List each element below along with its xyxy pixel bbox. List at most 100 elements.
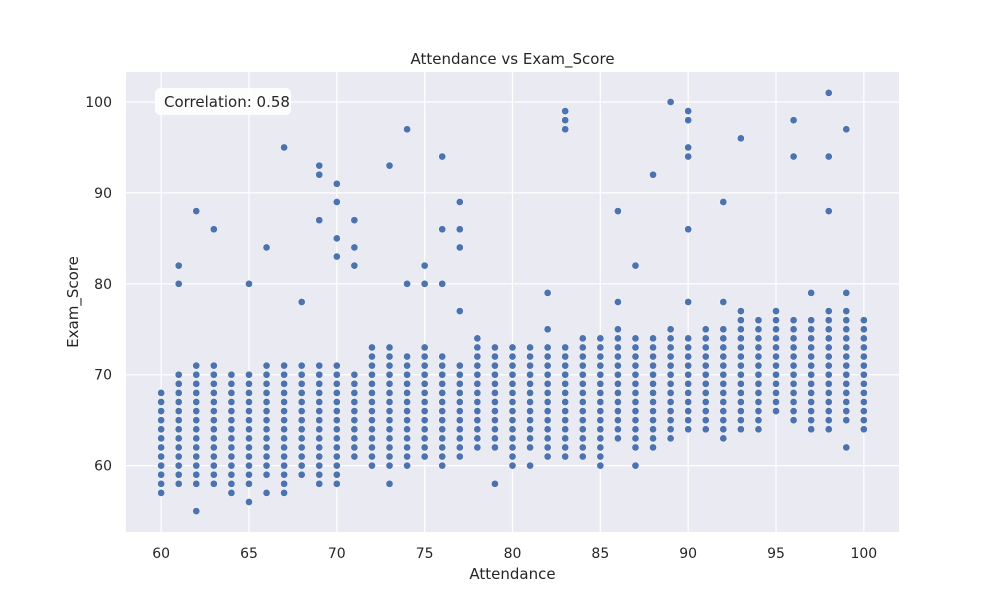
data-point bbox=[666, 361, 675, 370]
data-point bbox=[649, 443, 657, 452]
data-point bbox=[614, 379, 622, 388]
data-point bbox=[473, 425, 482, 434]
data-point bbox=[754, 389, 763, 397]
data-point bbox=[157, 398, 165, 406]
x-tick-label: 75 bbox=[416, 546, 434, 562]
data-point bbox=[403, 389, 411, 397]
data-point bbox=[737, 352, 745, 361]
data-point bbox=[666, 416, 675, 425]
data-point bbox=[842, 379, 851, 388]
data-point bbox=[420, 389, 429, 397]
data-point bbox=[649, 352, 657, 361]
data-point bbox=[473, 361, 482, 370]
data-point bbox=[438, 425, 447, 434]
data-point bbox=[280, 479, 288, 488]
data-point bbox=[245, 452, 253, 461]
data-point bbox=[385, 352, 394, 361]
data-point bbox=[262, 379, 271, 388]
data-point bbox=[842, 361, 851, 370]
data-point bbox=[860, 379, 868, 388]
data-point bbox=[315, 170, 324, 179]
data-point bbox=[561, 407, 570, 415]
data-point bbox=[754, 398, 763, 406]
data-point bbox=[772, 407, 780, 415]
data-point bbox=[842, 398, 851, 406]
data-point bbox=[596, 407, 605, 415]
y-tick-label: 80 bbox=[94, 277, 112, 293]
x-tick-label: 65 bbox=[240, 546, 258, 562]
data-point bbox=[842, 125, 851, 134]
data-point bbox=[297, 379, 306, 388]
data-point bbox=[157, 389, 165, 397]
data-point bbox=[543, 379, 552, 388]
data-point bbox=[315, 470, 324, 479]
data-point bbox=[807, 407, 816, 415]
x-tick-label: 60 bbox=[152, 546, 170, 562]
data-point bbox=[737, 316, 745, 325]
data-point bbox=[684, 398, 693, 406]
data-point bbox=[860, 398, 868, 406]
data-point bbox=[491, 343, 499, 352]
data-point bbox=[824, 398, 833, 406]
data-point bbox=[403, 452, 411, 461]
data-point bbox=[824, 389, 833, 397]
data-point bbox=[455, 407, 464, 415]
data-point bbox=[157, 416, 165, 425]
data-point bbox=[315, 216, 324, 225]
data-point bbox=[455, 416, 464, 425]
data-point bbox=[631, 434, 640, 443]
data-point bbox=[297, 470, 306, 479]
data-point bbox=[455, 425, 464, 434]
data-point bbox=[596, 352, 605, 361]
data-point bbox=[315, 398, 324, 406]
data-point bbox=[526, 416, 534, 425]
data-point bbox=[262, 361, 271, 370]
data-point bbox=[473, 443, 482, 452]
data-point bbox=[174, 370, 183, 379]
data-point bbox=[209, 225, 218, 234]
data-point bbox=[772, 334, 780, 343]
data-point bbox=[684, 143, 693, 152]
data-point bbox=[315, 434, 324, 443]
data-point bbox=[842, 443, 851, 452]
data-point bbox=[614, 361, 622, 370]
data-point bbox=[245, 425, 253, 434]
data-point bbox=[737, 425, 745, 434]
data-point bbox=[420, 261, 429, 270]
data-point bbox=[596, 452, 605, 461]
data-point bbox=[438, 225, 447, 234]
data-point bbox=[666, 434, 675, 443]
data-point bbox=[842, 325, 851, 334]
data-point bbox=[332, 425, 341, 434]
data-point bbox=[174, 398, 183, 406]
data-point bbox=[262, 416, 271, 425]
data-point bbox=[789, 352, 798, 361]
annotation-text: Correlation: 0.58 bbox=[164, 93, 290, 111]
data-point bbox=[807, 425, 816, 434]
data-point bbox=[174, 261, 183, 270]
data-point bbox=[596, 389, 605, 397]
data-point bbox=[684, 425, 693, 434]
data-point bbox=[737, 370, 745, 379]
data-point bbox=[227, 461, 236, 470]
data-point bbox=[719, 379, 728, 388]
data-point bbox=[842, 307, 851, 315]
data-point bbox=[209, 361, 218, 370]
data-point bbox=[561, 361, 570, 370]
data-point bbox=[350, 398, 359, 406]
data-point bbox=[455, 198, 464, 206]
data-point bbox=[315, 452, 324, 461]
data-point bbox=[455, 361, 464, 370]
data-point bbox=[157, 479, 165, 488]
data-point bbox=[403, 443, 411, 452]
data-point bbox=[824, 343, 833, 352]
data-point bbox=[473, 334, 482, 343]
data-point bbox=[209, 452, 218, 461]
data-point bbox=[280, 489, 288, 497]
data-point bbox=[332, 416, 341, 425]
data-point bbox=[245, 389, 253, 397]
data-point bbox=[473, 389, 482, 397]
data-point bbox=[701, 325, 710, 334]
data-point bbox=[684, 379, 693, 388]
